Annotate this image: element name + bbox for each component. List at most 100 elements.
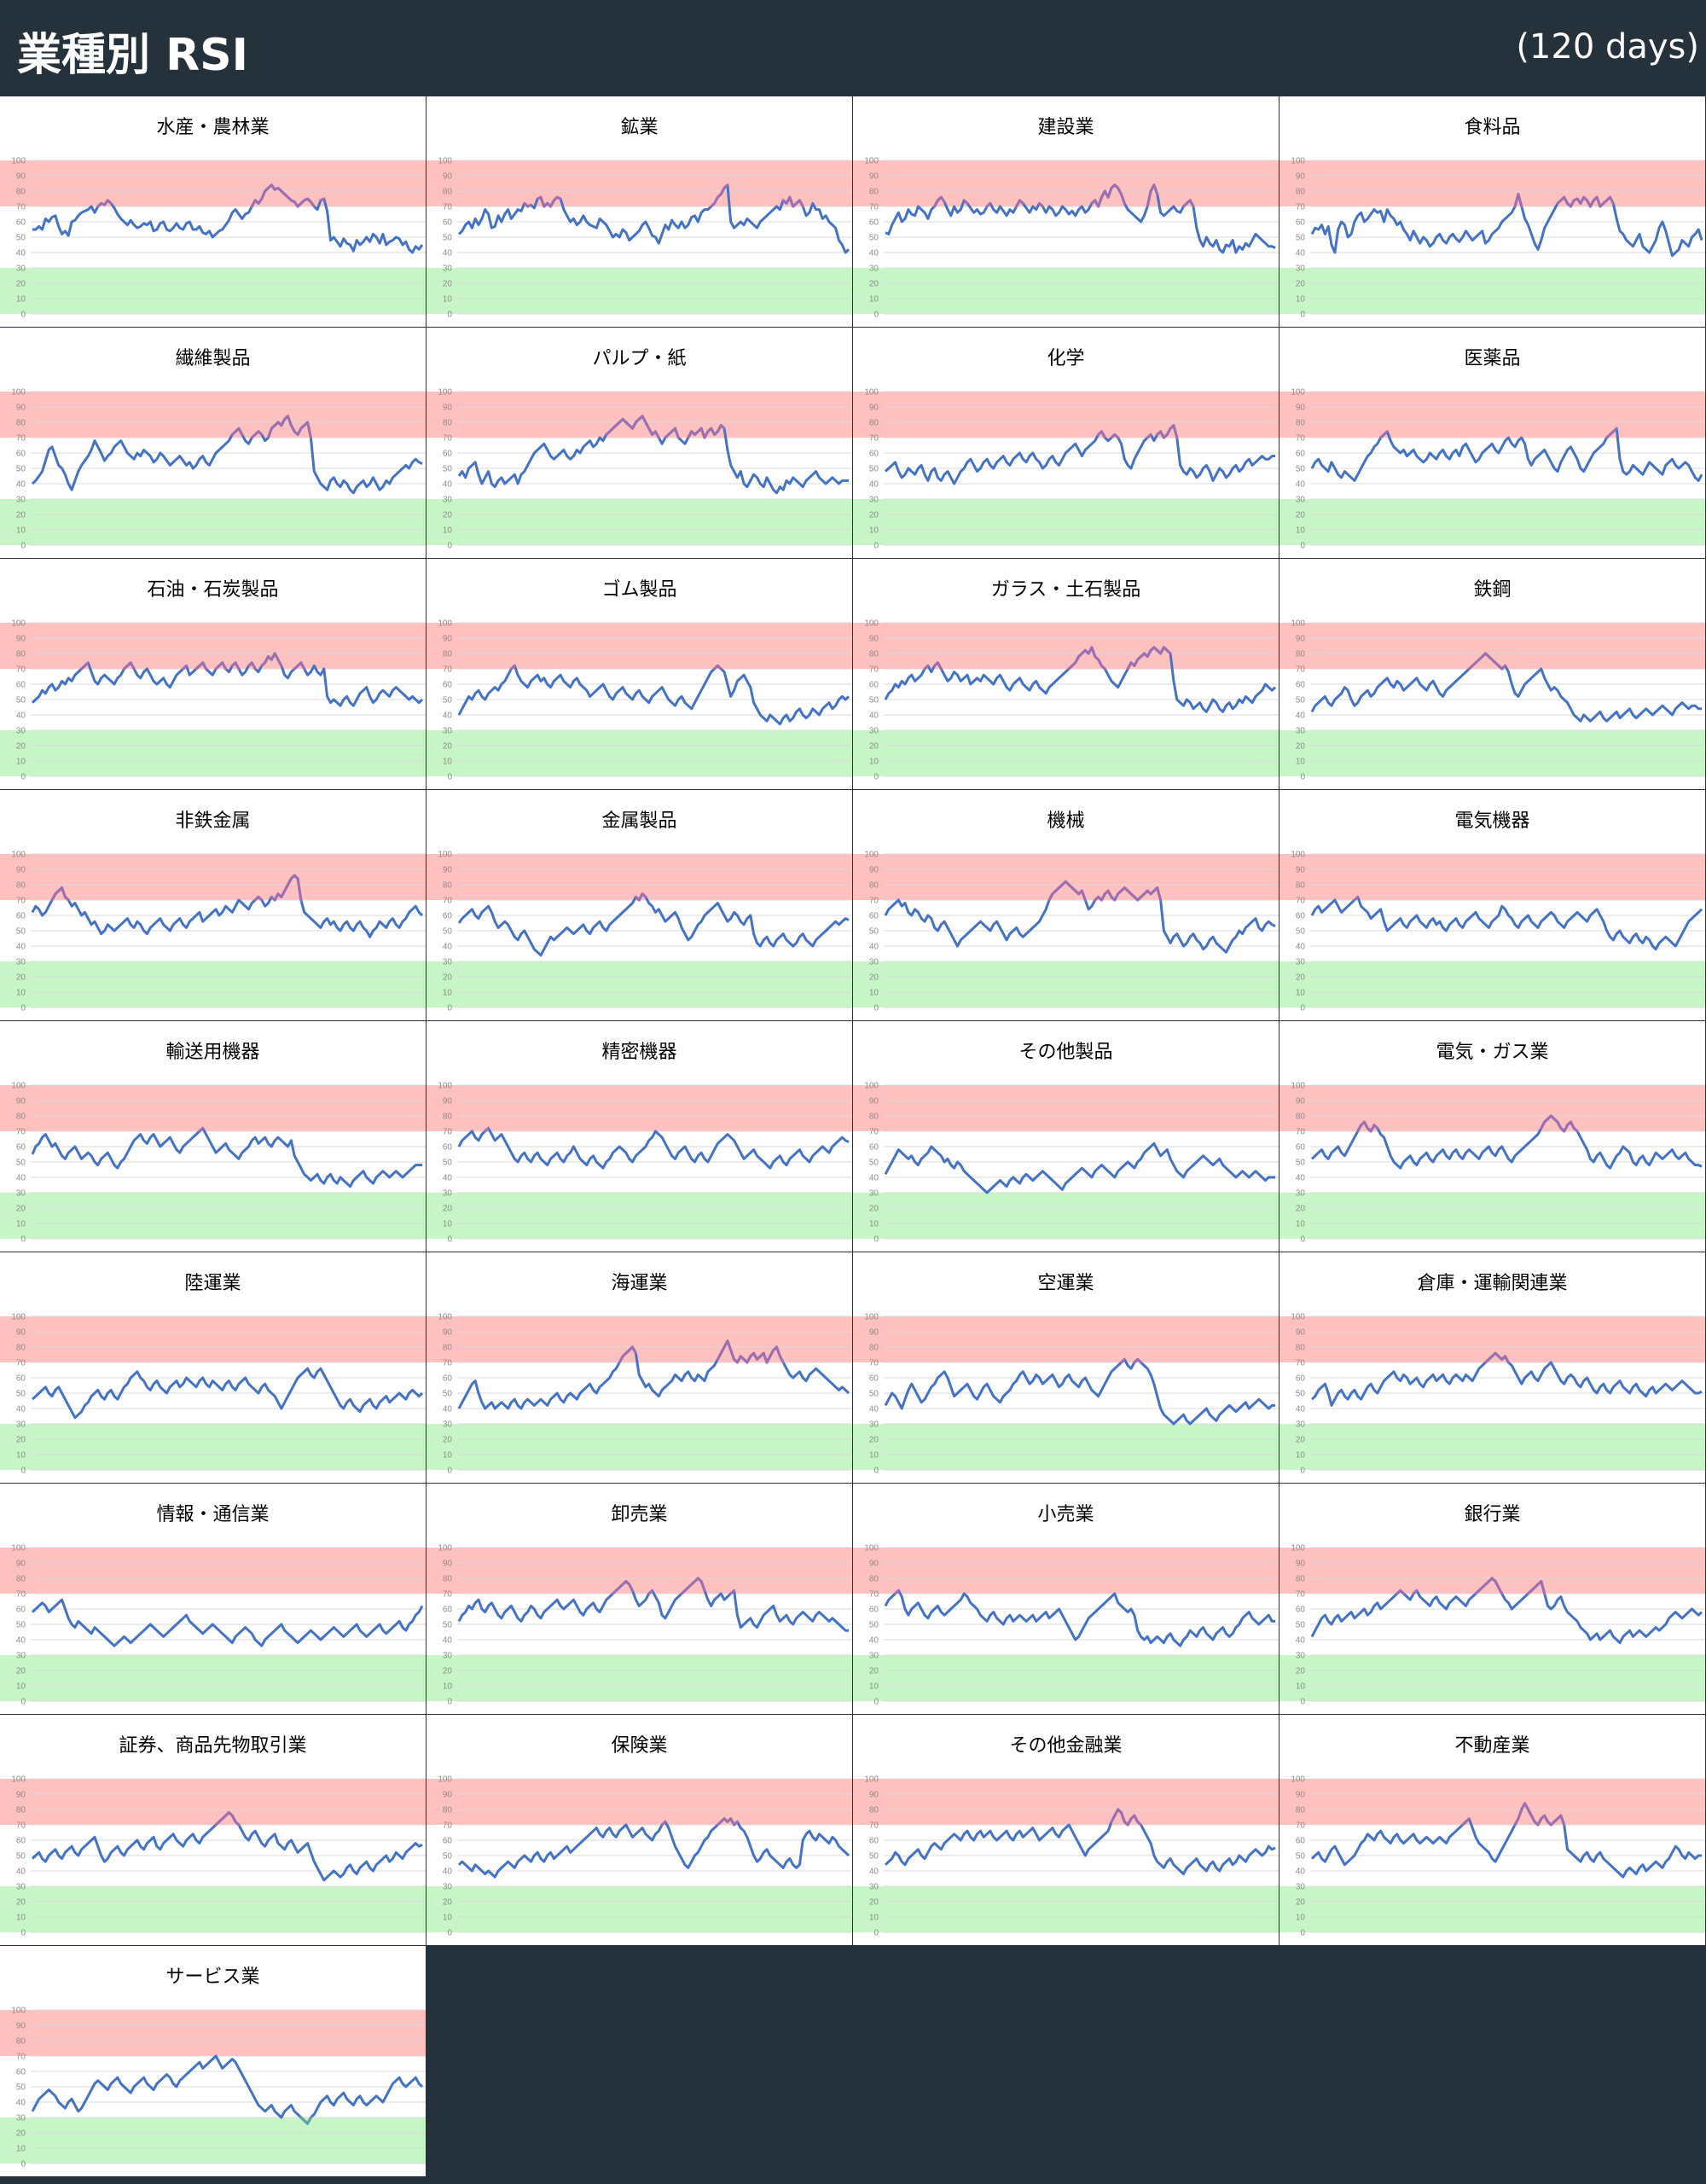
rsi-series-line (1310, 1802, 1702, 1879)
y-tick-label: 40 (1296, 943, 1306, 952)
rsi-series-line (1310, 1577, 1703, 1645)
oversold-band (0, 1424, 426, 1470)
y-tick-label: 60 (1296, 450, 1306, 459)
rsi-series-line (1310, 652, 1702, 723)
y-tick-label: 100 (438, 1313, 452, 1322)
chart-title: 小売業 (1037, 1504, 1094, 1525)
y-tick-label: 40 (1296, 1405, 1306, 1414)
y-tick-label: 80 (869, 419, 879, 428)
y-tick-label: 50 (443, 927, 453, 937)
rsi-chart-panel: 銀行業 0 10 20 30 40 50 60 70 80 90 100 (1280, 1484, 1705, 1714)
y-tick-label: 90 (1296, 404, 1306, 413)
rsi-zone-segment (319, 197, 326, 202)
y-tick-label: 0 (1300, 1698, 1305, 1707)
y-tick-label: 40 (16, 1867, 26, 1877)
rsi-chart-panel: 精密機器 0 10 20 30 40 50 60 70 80 90 100 (426, 1021, 852, 1252)
y-tick-label: 60 (1296, 1143, 1306, 1153)
y-tick-label: 90 (869, 1791, 879, 1800)
y-tick-label: 10 (443, 1220, 453, 1229)
y-tick-label: 40 (1296, 480, 1306, 490)
overbought-band (853, 160, 1279, 206)
overbought-band (426, 623, 852, 669)
y-tick-label: 30 (869, 496, 879, 505)
y-tick-label: 30 (443, 264, 453, 274)
oversold-band (426, 1886, 852, 1932)
rsi-series-line (31, 652, 424, 707)
y-tick-label: 90 (443, 1328, 453, 1338)
chart-title: 化学 (1047, 348, 1085, 369)
y-tick-label: 10 (16, 989, 26, 998)
y-tick-label: 0 (873, 1698, 879, 1707)
y-tick-label: 80 (443, 1806, 453, 1815)
y-tick-label: 100 (11, 2007, 26, 2016)
rsi-chart-panel: 食料品 0 10 20 30 40 50 60 70 80 90 100 (1280, 96, 1705, 327)
rsi-zone-segment (234, 661, 241, 671)
y-tick-label: 40 (443, 712, 453, 721)
y-tick-label: 50 (869, 1159, 879, 1168)
overbought-band (426, 1548, 852, 1594)
rsi-line-chart: 0 10 20 30 40 50 60 70 80 90 100 (1280, 619, 1705, 782)
rsi-chart-panel: 倉庫・運輸関連業 0 10 20 30 40 50 60 70 80 90 100 (1280, 1252, 1705, 1483)
y-tick-label: 40 (443, 1174, 453, 1183)
oversold-band (853, 499, 1279, 545)
rsi-chart-panel: その他金融業 0 10 20 30 40 50 60 70 80 90 100 (853, 1715, 1279, 1945)
y-tick-label: 50 (443, 234, 453, 243)
oversold-band (1280, 499, 1705, 545)
y-tick-label: 30 (443, 1189, 453, 1199)
y-tick-label: 90 (869, 866, 879, 875)
y-tick-label: 0 (447, 1698, 452, 1707)
rsi-zone-segment (1152, 183, 1159, 196)
rsi-zone-segment (257, 430, 264, 436)
y-tick-label: 90 (869, 1097, 879, 1107)
oversold-band (426, 1193, 852, 1239)
y-tick-label: 60 (16, 912, 26, 921)
y-tick-label: 100 (11, 1313, 26, 1322)
rsi-line-chart: 0 10 20 30 40 50 60 70 80 90 100 (1280, 1544, 1705, 1707)
y-tick-label: 10 (443, 526, 453, 536)
oversold-band (0, 1655, 426, 1701)
rsi-zone-segment (1136, 1820, 1143, 1827)
oversold-band (853, 1886, 1279, 1932)
y-tick-label: 30 (869, 1883, 879, 1892)
rsi-zone-segment (1165, 648, 1172, 655)
y-tick-label: 70 (1296, 665, 1306, 675)
y-tick-label: 10 (443, 1682, 453, 1692)
page-title: 業種別 RSI (17, 30, 248, 81)
rsi-chart-panel: 鉄鋼 0 10 20 30 40 50 60 70 80 90 100 (1280, 559, 1705, 789)
y-tick-label: 90 (869, 1328, 879, 1338)
chart-title: その他製品 (1018, 1042, 1113, 1063)
overbought-band (1280, 1548, 1705, 1594)
y-tick-label: 20 (443, 1205, 453, 1214)
rsi-zone-segment (716, 664, 722, 671)
oversold-band (853, 1193, 1279, 1239)
rsi-line-chart: 0 10 20 30 40 50 60 70 80 90 100 (1280, 1775, 1705, 1938)
oversold-band (426, 499, 852, 545)
rsi-chart-panel: 水産・農林業 0 10 20 30 40 50 60 70 80 90 100 (0, 96, 426, 327)
y-tick-label: 0 (873, 773, 879, 782)
y-tick-label: 0 (447, 1235, 452, 1245)
rsi-zone-segment (309, 200, 316, 208)
rsi-zone-segment (106, 199, 113, 205)
y-tick-label: 80 (16, 188, 26, 197)
y-tick-label: 10 (1296, 526, 1306, 536)
rsi-series-line (457, 1577, 849, 1632)
y-tick-label: 90 (443, 635, 453, 644)
oversold-band (853, 1655, 1279, 1701)
rsi-zone-segment (296, 877, 303, 902)
rsi-zone-segment (1100, 664, 1106, 671)
y-tick-label: 90 (16, 1097, 26, 1107)
y-tick-label: 100 (864, 1544, 879, 1554)
rsi-zone-segment (1517, 193, 1523, 208)
y-tick-label: 70 (869, 665, 879, 675)
y-tick-label: 20 (443, 1667, 453, 1676)
y-tick-label: 40 (16, 1405, 26, 1414)
y-tick-label: 10 (16, 2145, 26, 2154)
y-tick-label: 60 (1296, 681, 1306, 690)
chart-title: 鉱業 (620, 117, 659, 138)
rsi-line-chart: 0 10 20 30 40 50 60 70 80 90 100 (0, 388, 426, 551)
y-tick-label: 40 (869, 1405, 879, 1414)
y-tick-label: 50 (443, 1621, 453, 1630)
y-tick-label: 50 (16, 1621, 26, 1630)
y-tick-label: 50 (1296, 465, 1306, 474)
y-tick-label: 70 (443, 1821, 453, 1831)
